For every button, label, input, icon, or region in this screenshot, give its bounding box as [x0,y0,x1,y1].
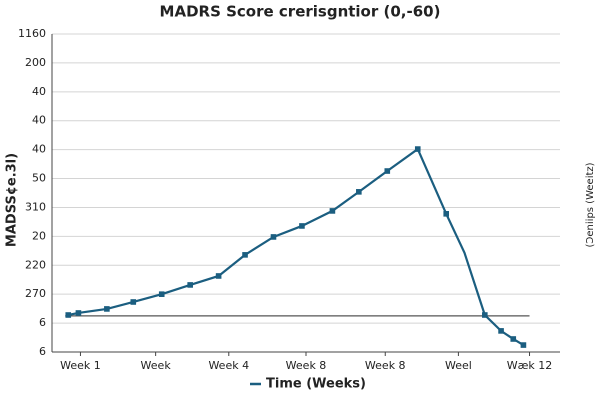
point-marker [242,252,248,258]
legend-label: Time (Weeks) [266,377,366,392]
point-marker [482,312,488,318]
x-tick-label: Weel [445,359,472,372]
chart-title: MADRS Score crerisgntior (0,-60) [160,3,441,21]
y-tick-label: 50 [32,172,46,185]
y-tick-label: 6 [39,345,46,358]
series-line [68,147,524,347]
point-marker [215,273,222,279]
x-tick-label: Wæk 12 [507,359,553,372]
point-marker [443,211,450,217]
point-marker [104,306,110,312]
point-marker [414,146,421,152]
point-marker [75,310,82,316]
y-tick-label: 220 [25,258,46,271]
y2-axis-label: (Ɔeniips (Weeitz) [585,162,596,247]
point-marker [356,189,362,195]
y-tick-label: 270 [25,287,46,300]
point-marker [384,168,391,174]
y-tick-label: 40 [32,143,46,156]
x-tick-label: Week 8 [286,359,327,372]
x-tick-label: Week 4 [208,359,249,372]
point-marker [65,312,72,318]
point-marker [498,328,504,334]
x-tick-label: Week 8 [365,359,406,372]
y-tick-label: 40 [32,114,46,127]
point-marker [329,208,336,214]
y-tick-label: 20 [32,229,46,242]
point-marker [130,299,137,305]
y-tick-label: 6 [39,316,46,329]
y-tick-label: 40 [32,85,46,98]
point-marker [187,282,193,288]
y-axis-label: MADSS¢e.3l) [5,153,20,247]
point-marker [270,234,277,240]
point-marker [158,291,165,297]
y-tick-label: 1160 [18,27,46,40]
point-marker [510,336,517,342]
x-tick-label: Week 1 [60,359,101,372]
x-tick-label: Week [141,359,172,372]
y-tick-label: 200 [25,56,46,69]
y-tick-label: 310 [25,200,46,213]
point-marker [299,223,305,229]
point-marker [520,342,527,348]
